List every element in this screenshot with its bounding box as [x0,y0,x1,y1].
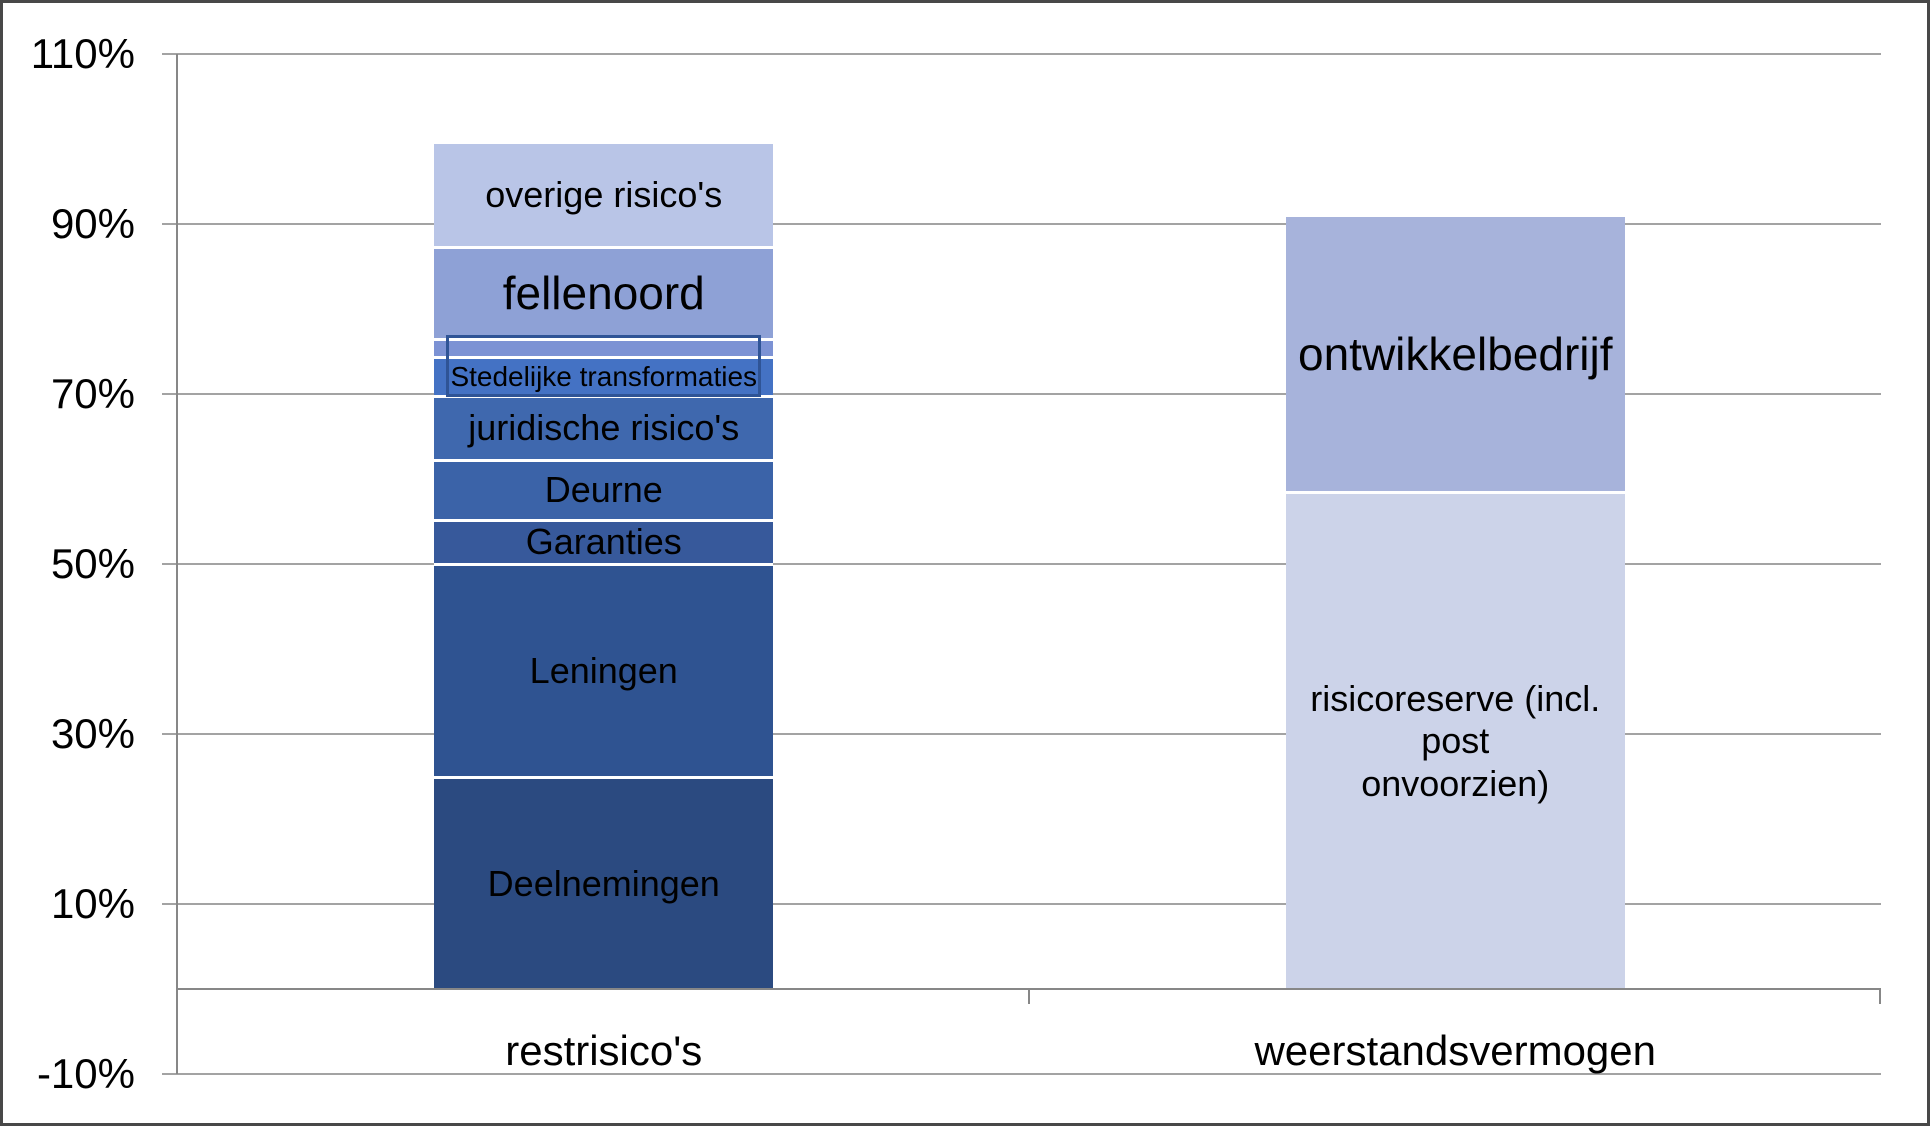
gridline-90% [162,223,1881,225]
x-axis-tick [1879,989,1881,1004]
bar-segment-garanties: Garanties [434,518,774,564]
gridline--10% [162,1073,1881,1075]
segment-label: Garanties [525,521,682,563]
bar-segment-deelnemingen: Deelnemingen [434,775,774,989]
y-axis-tick-label: 110% [30,30,135,77]
bar-segment-ontwikkelbedrijf: ontwikkelbedrijf [1285,217,1625,491]
bar-segment-juridische-risico-s: juridische risico's [434,394,774,460]
segment-label: juridische risico's [468,407,740,449]
gridline-10% [162,903,1881,905]
segment-label: Deurne [544,469,663,511]
gridline-110% [162,53,1881,55]
bar-segment-fellenoord: fellenoord [434,246,774,338]
y-axis-tick-label: 10% [50,880,135,927]
bar-segment-risicoreserve-incl-post-onvoorzien-: risicoreserve (incl. post onvoorzien) [1285,490,1625,989]
y-axis-tick-label: 90% [50,200,135,247]
bar-segment-unlabeled [434,337,774,356]
segment-label: ontwikkelbedrijf [1298,327,1613,380]
gridline-70% [162,393,1881,395]
bar-segment-deurne: Deurne [434,459,774,519]
segment-label: fellenoord [502,267,705,320]
bar-segment-leningen: Leningen [434,563,774,776]
gridline-50% [162,563,1881,565]
segment-label: risicoreserve (incl. post onvoorzien) [1310,677,1601,804]
category-label-weerstandsvermogen: weerstandsvermogen [1254,1027,1657,1074]
segment-label: Leningen [529,649,678,691]
category-label-restrisico-s: restrisico's [505,1027,703,1074]
bar-segment-stedelijke-transformaties: Stedelijke transformaties [434,355,774,395]
segment-label: overige risico's [485,173,723,215]
segment-label: Stedelijke transformaties [450,361,758,393]
gridline-30% [162,733,1881,735]
highlight-box [446,335,762,397]
y-axis-tick-label: 70% [50,370,135,417]
x-axis-tick [1027,989,1030,1004]
segment-label: Deelnemingen [487,862,720,904]
y-axis-line [176,54,178,1074]
y-axis-tick-label: 30% [50,710,135,757]
y-axis-tick-label: -10% [36,1050,135,1097]
x-axis-line [178,988,1881,990]
bar-segment-overige-risico-s: overige risico's [434,144,774,247]
y-axis-tick-label: 50% [50,540,135,587]
